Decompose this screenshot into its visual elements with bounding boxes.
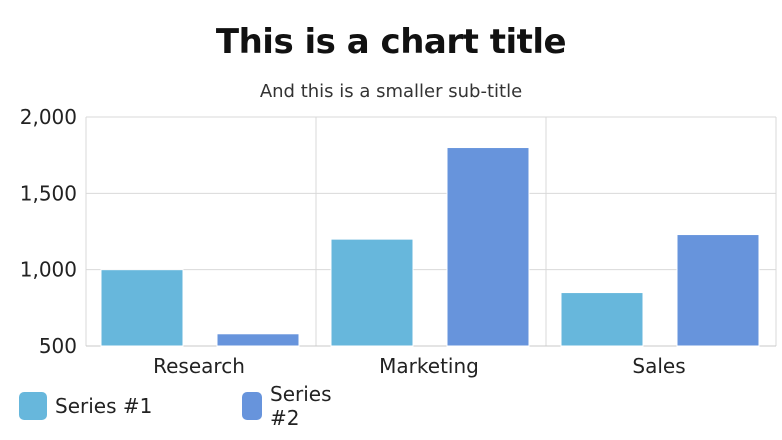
y-tick-label: 1,500 bbox=[20, 181, 77, 205]
x-tick-label: Marketing bbox=[379, 354, 479, 378]
legend-swatch-series-1 bbox=[19, 392, 47, 420]
y-tick-label: 2,000 bbox=[20, 105, 77, 129]
bar-series-2-sales bbox=[676, 234, 760, 347]
legend-item-series-1[interactable]: Series #1 bbox=[19, 392, 152, 420]
chart-title: This is a chart title bbox=[215, 22, 567, 62]
legend-label-series-1: Series #1 bbox=[55, 394, 153, 418]
y-tick-label: 1,000 bbox=[20, 258, 77, 282]
bar-series-1-sales bbox=[560, 292, 644, 347]
x-tick-label: Sales bbox=[632, 354, 685, 378]
y-tick-label: 500 bbox=[39, 334, 77, 358]
legend-item-series-2[interactable]: Series #2 bbox=[242, 382, 340, 430]
x-tick-label: Research bbox=[153, 354, 245, 378]
chart-subtitle: And this is a smaller sub-title bbox=[259, 81, 523, 102]
legend-swatch-series-2 bbox=[242, 392, 262, 420]
bar-series-1-marketing bbox=[330, 238, 414, 347]
chart-legend: Series #1 Series #2 bbox=[19, 382, 332, 430]
bar-series-1-research bbox=[100, 269, 184, 347]
legend-label-series-2: Series #2 bbox=[270, 382, 332, 430]
bar-series-2-marketing bbox=[446, 147, 530, 347]
bar-series-2-research bbox=[216, 333, 300, 347]
